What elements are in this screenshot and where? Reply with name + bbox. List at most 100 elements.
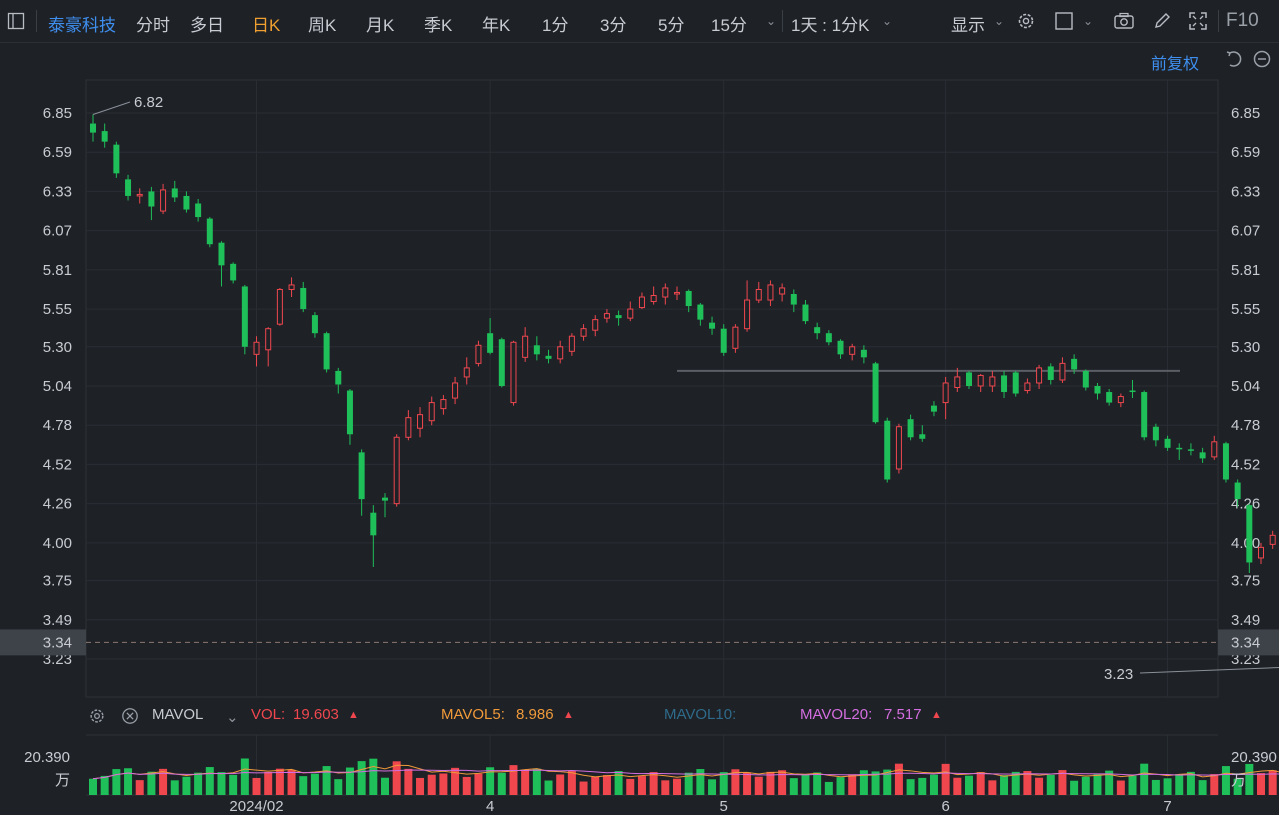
divider bbox=[36, 10, 37, 32]
volume-bar bbox=[883, 769, 892, 795]
gear-icon[interactable] bbox=[85, 704, 109, 728]
volume-bar bbox=[929, 774, 938, 795]
candle-body bbox=[1129, 390, 1136, 393]
candle-body bbox=[919, 434, 926, 439]
candle-body bbox=[1176, 447, 1183, 450]
candle-body bbox=[568, 335, 575, 352]
volume-bar bbox=[836, 777, 845, 795]
y-tick-label: 4.78 bbox=[43, 417, 72, 434]
candle-body bbox=[674, 291, 680, 295]
candle-body bbox=[101, 131, 108, 142]
volume-ma-lines bbox=[92, 764, 1279, 780]
candle-body bbox=[709, 322, 716, 329]
current-price-tag bbox=[0, 629, 86, 656]
candle-body bbox=[1071, 358, 1078, 370]
checkbox-icon[interactable] bbox=[1052, 9, 1076, 33]
candle-body bbox=[487, 333, 494, 353]
volume-bar bbox=[719, 772, 728, 795]
tab-multi-day[interactable]: 多日 bbox=[190, 16, 224, 35]
candle-body bbox=[989, 376, 996, 387]
high-marker-line bbox=[92, 101, 131, 115]
sidebar-toggle-icon[interactable] bbox=[4, 9, 28, 33]
x-tick-label: 6 bbox=[941, 798, 949, 815]
volume-bar bbox=[170, 780, 179, 795]
volume-bar bbox=[801, 774, 810, 795]
undo-icon[interactable] bbox=[1222, 47, 1246, 71]
candle-body bbox=[930, 405, 937, 412]
volume-unit-right: 万 bbox=[1231, 772, 1246, 789]
candle-body bbox=[136, 193, 143, 197]
candle-body bbox=[1199, 452, 1206, 459]
volume-bar bbox=[345, 767, 354, 795]
candle-body bbox=[662, 287, 669, 298]
volume-bar bbox=[194, 772, 203, 795]
volume-bar bbox=[509, 765, 518, 795]
candle-body bbox=[638, 296, 645, 309]
f10-button[interactable]: F10 bbox=[1226, 10, 1259, 31]
candle-body bbox=[884, 420, 891, 480]
volume-bar bbox=[626, 778, 635, 795]
arrow-up-icon: ▲ bbox=[931, 709, 942, 721]
tab-quarterly-k[interactable]: 季K bbox=[424, 16, 453, 35]
low-marker-line bbox=[1139, 667, 1279, 674]
current-price-label: 3.34 bbox=[1231, 634, 1260, 651]
tab-monthly-k[interactable]: 月K bbox=[366, 16, 395, 35]
pencil-icon[interactable] bbox=[1150, 9, 1174, 33]
volume-bar bbox=[451, 767, 460, 795]
candle-body bbox=[1117, 396, 1124, 404]
volume-bar bbox=[941, 763, 950, 795]
y-tick-label: 5.04 bbox=[43, 378, 72, 395]
candle-body bbox=[627, 308, 634, 319]
volume-bar bbox=[1163, 778, 1172, 795]
candle-body bbox=[1059, 362, 1066, 381]
period-select[interactable]: 1天 : 1分K bbox=[791, 16, 870, 35]
display-menu[interactable]: 显示 bbox=[951, 16, 985, 35]
y-tick-label: 6.85 bbox=[43, 105, 72, 122]
chevron-down-icon[interactable]: ⌄ bbox=[226, 709, 239, 726]
candle-body bbox=[650, 295, 657, 303]
tab-15min[interactable]: 15分 bbox=[711, 16, 747, 35]
tab-1min[interactable]: 1分 bbox=[542, 16, 569, 35]
volume-bar bbox=[1233, 778, 1242, 795]
price-adjust-mode[interactable]: 前复权 bbox=[1151, 56, 1200, 73]
tab-weekly-k[interactable]: 周K bbox=[308, 16, 337, 35]
fullscreen-icon[interactable] bbox=[1186, 9, 1210, 33]
chevron-down-icon[interactable]: ⌄ bbox=[1083, 14, 1094, 28]
chevron-down-icon[interactable]: ⌄ bbox=[766, 14, 777, 28]
volume-bar bbox=[252, 777, 261, 795]
tab-5min[interactable]: 5分 bbox=[658, 16, 685, 35]
tab-daily-k[interactable]: 日K bbox=[252, 16, 281, 35]
divider bbox=[782, 10, 783, 32]
stock-name[interactable]: 泰豪科技 bbox=[48, 16, 116, 35]
volume-bar bbox=[743, 772, 752, 795]
tab-intraday[interactable]: 分时 bbox=[136, 16, 170, 35]
candle-body bbox=[498, 339, 505, 386]
price-panel-frame bbox=[85, 79, 1219, 698]
zoom-out-icon[interactable] bbox=[1250, 47, 1274, 71]
volume-indicator-name[interactable]: MAVOL bbox=[152, 706, 204, 723]
volume-bar bbox=[789, 778, 798, 795]
volume-bar bbox=[859, 770, 868, 795]
x-tick-label: 2024/02 bbox=[229, 798, 283, 815]
gear-icon[interactable] bbox=[1014, 9, 1038, 33]
camera-icon[interactable] bbox=[1112, 9, 1136, 33]
chevron-down-icon[interactable]: ⌄ bbox=[994, 14, 1005, 28]
volume-bar bbox=[1245, 763, 1254, 795]
low-marker-label: 3.23 bbox=[1104, 666, 1133, 683]
tab-3min[interactable]: 3分 bbox=[600, 16, 627, 35]
y-axis-right: 6.85 6.59 6.33 6.07 5.81 5.55 5.30 5.04 4.78 4.52… bbox=[1231, 105, 1260, 668]
volume-bar bbox=[392, 761, 401, 795]
chevron-down-icon[interactable]: ⌄ bbox=[882, 14, 893, 28]
volume-bar bbox=[556, 774, 565, 795]
volume-bar bbox=[544, 780, 553, 795]
tab-yearly-k[interactable]: 年K bbox=[482, 16, 511, 35]
candle-body bbox=[966, 372, 972, 386]
mavol5-label: MAVOL5: bbox=[441, 706, 505, 723]
volume-bar bbox=[894, 763, 903, 795]
extreme-markers: 6.82 3.23 bbox=[92, 94, 1279, 683]
volume-bars bbox=[89, 758, 1277, 795]
candle-body bbox=[405, 417, 412, 438]
close-icon[interactable] bbox=[118, 704, 142, 728]
candle-body bbox=[977, 374, 984, 387]
